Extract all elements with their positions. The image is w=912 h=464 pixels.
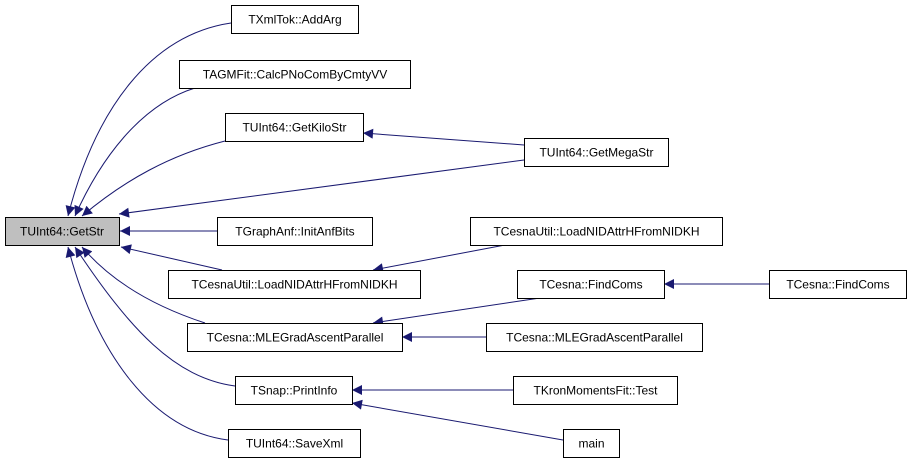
edges (65, 22, 769, 441)
node-label: TCesna::MLEGradAscentParallel (506, 331, 683, 345)
node-label: TCesna::FindComs (539, 278, 642, 292)
node-label: TXmlTok::AddArg (248, 13, 341, 27)
node-getstr[interactable]: TUInt64::GetStr (5, 217, 120, 246)
node-label: TUInt64::GetMegaStr (539, 146, 653, 160)
node-label: TUInt64::SaveXml (246, 437, 343, 451)
node-savexml[interactable]: TUInt64::SaveXml (228, 429, 361, 458)
nodes: TUInt64::GetStr TXmlTok::AddArg TAGMFit:… (5, 5, 907, 458)
node-label: TCesna::FindComs (786, 278, 889, 292)
node-label: TUInt64::GetStr (20, 225, 104, 239)
node-mlegrad-left[interactable]: TCesna::MLEGradAscentParallel (187, 323, 403, 352)
edge-printinfo-getstr (74, 246, 236, 387)
node-getkilostr[interactable]: TUInt64::GetKiloStr (225, 113, 364, 142)
edge-savexml-getstr (65, 246, 229, 441)
edge-getmegastr-getkilostr (362, 128, 525, 146)
node-loadnid-left[interactable]: TCesnaUtil::LoadNIDAttrHFromNIDKH (168, 270, 421, 299)
node-main[interactable]: main (563, 429, 620, 458)
node-label: TCesna::MLEGradAscentParallel (207, 331, 384, 345)
edge-getmegastr-getstr (118, 159, 525, 218)
edge-addarg-getstr (65, 22, 232, 217)
node-calcpno[interactable]: TAGMFit::CalcPNoComByCmtyVV (179, 60, 411, 89)
node-addarg[interactable]: TXmlTok::AddArg (231, 5, 359, 34)
node-findcoms-mid[interactable]: TCesna::FindComs (517, 270, 665, 299)
node-mlegrad-right[interactable]: TCesna::MLEGradAscentParallel (486, 323, 703, 352)
node-label: TUInt64::GetKiloStr (242, 121, 346, 135)
node-printinfo[interactable]: TSnap::PrintInfo (235, 376, 353, 405)
edge-main-printinfo (351, 399, 564, 441)
node-test[interactable]: TKronMomentsFit::Test (513, 376, 678, 405)
edge-loadnid-getstr (120, 244, 223, 271)
node-label: TAGMFit::CalcPNoComByCmtyVV (203, 68, 387, 82)
node-label: TCesnaUtil::LoadNIDAttrHFromNIDKH (493, 225, 699, 239)
edge-loadnid-loadnid (372, 244, 506, 274)
node-initanfbits[interactable]: TGraphAnf::InitAnfBits (217, 217, 373, 246)
edge-mlegrad-getstr (81, 246, 206, 324)
node-label: TSnap::PrintInfo (251, 384, 338, 398)
node-label: main (578, 437, 604, 451)
node-label: TKronMomentsFit::Test (533, 384, 658, 398)
edge-findcoms-mlegrad (372, 297, 541, 327)
node-label: TGraphAnf::InitAnfBits (235, 225, 354, 239)
node-getmegastr[interactable]: TUInt64::GetMegaStr (524, 138, 669, 167)
edge-getkilostr-getstr (81, 140, 226, 217)
node-loadnid-right[interactable]: TCesnaUtil::LoadNIDAttrHFromNIDKH (470, 217, 723, 246)
edge-calcpno-getstr (74, 87, 196, 217)
node-label: TCesnaUtil::LoadNIDAttrHFromNIDKH (191, 278, 397, 292)
node-findcoms-far[interactable]: TCesna::FindComs (769, 270, 907, 299)
